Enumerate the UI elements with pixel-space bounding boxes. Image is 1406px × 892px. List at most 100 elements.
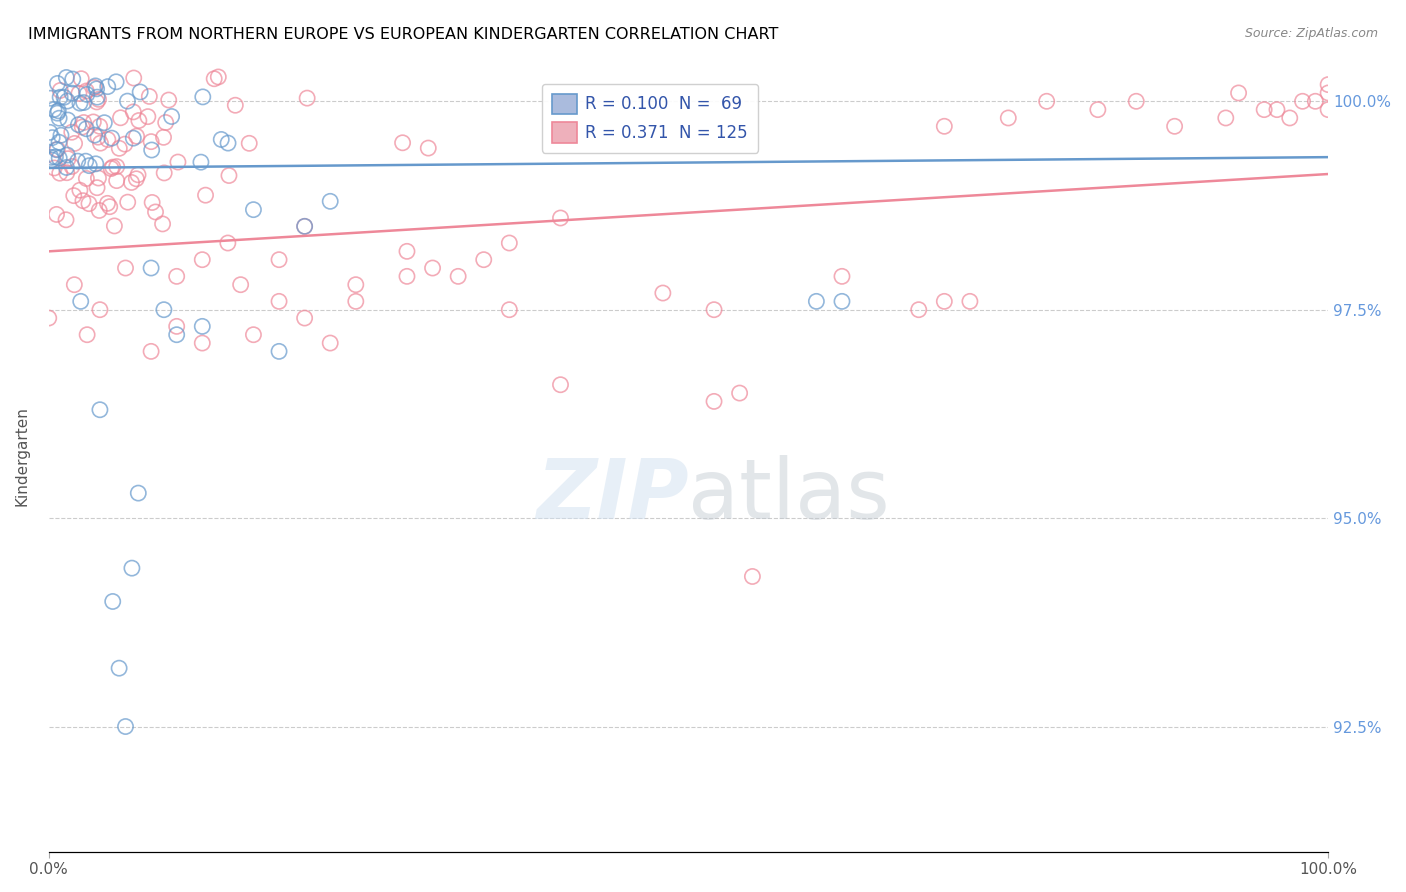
Point [48, 166, 70, 180]
Point [75, 154, 97, 169]
Point [49, 83, 72, 97]
Point [97, 79, 120, 94]
Point [166, 327, 188, 342]
Point [166, 319, 188, 334]
Point [39, 150, 62, 164]
Point [139, 260, 162, 275]
Point [75, 121, 97, 136]
Point [136, 110, 159, 124]
Point [422, 260, 444, 275]
Point [125, 171, 148, 186]
Point [238, 136, 260, 151]
Point [153, 166, 176, 180]
Point [49, 128, 72, 143]
Point [1317, 78, 1340, 92]
Point [69, 96, 91, 111]
Point [63, 136, 86, 151]
Point [1227, 86, 1250, 100]
Point [191, 252, 214, 267]
Point [105, 173, 128, 187]
Point [959, 294, 981, 309]
Point [1278, 111, 1301, 125]
Point [98, 200, 121, 214]
Point [87, 92, 110, 106]
Point [1087, 103, 1109, 117]
Point [56, 113, 79, 128]
Point [38, 311, 60, 326]
Point [101, 160, 124, 174]
Point [1125, 95, 1147, 109]
Point [56, 166, 79, 180]
Point [67, 87, 90, 101]
Point [166, 269, 188, 284]
Point [141, 195, 163, 210]
Point [48, 135, 70, 149]
Point [75, 171, 97, 186]
Point [46, 142, 69, 156]
Point [60, 160, 83, 174]
Point [96, 196, 118, 211]
Point [294, 311, 316, 326]
Legend: R = 0.100  N =  69, R = 0.371  N = 125: R = 0.100 N = 69, R = 0.371 N = 125 [543, 84, 758, 153]
Point [46, 103, 69, 118]
Point [38, 125, 60, 139]
Point [267, 294, 290, 309]
Point [209, 132, 232, 146]
Point [55, 70, 77, 85]
Point [77, 159, 100, 173]
Point [160, 110, 183, 124]
Point [229, 277, 252, 292]
Point [70, 71, 93, 86]
Point [86, 180, 108, 194]
Point [108, 141, 131, 155]
Point [498, 302, 520, 317]
Y-axis label: Kindergarten: Kindergarten [15, 406, 30, 506]
Point [110, 111, 132, 125]
Point [87, 130, 110, 145]
Text: atlas: atlas [689, 455, 890, 536]
Point [155, 115, 177, 129]
Point [129, 85, 152, 99]
Point [86, 90, 108, 104]
Point [391, 136, 413, 150]
Point [84, 157, 107, 171]
Point [1265, 103, 1288, 117]
Point [1305, 95, 1327, 109]
Point [75, 84, 97, 98]
Point [191, 319, 214, 334]
Point [806, 294, 828, 309]
Point [62, 72, 84, 87]
Point [418, 141, 440, 155]
Point [55, 161, 77, 175]
Point [125, 129, 148, 144]
Point [217, 235, 239, 250]
Point [907, 302, 929, 317]
Point [69, 183, 91, 197]
Point [1317, 103, 1340, 117]
Point [127, 486, 149, 500]
Point [1035, 95, 1057, 109]
Point [86, 82, 108, 96]
Point [41, 153, 63, 167]
Text: ZIP: ZIP [536, 455, 689, 536]
Point [45, 143, 67, 157]
Point [728, 386, 751, 401]
Point [122, 131, 145, 145]
Text: IMMIGRANTS FROM NORTHERN EUROPE VS EUROPEAN KINDERGARTEN CORRELATION CHART: IMMIGRANTS FROM NORTHERN EUROPE VS EUROP… [28, 27, 779, 42]
Point [138, 89, 160, 103]
Point [66, 154, 89, 169]
Point [141, 143, 163, 157]
Point [319, 336, 342, 351]
Point [42, 103, 65, 117]
Point [344, 277, 367, 292]
Point [127, 168, 149, 182]
Point [267, 252, 290, 267]
Point [191, 336, 214, 351]
Point [190, 155, 212, 169]
Point [498, 235, 520, 250]
Point [114, 719, 136, 733]
Point [294, 219, 316, 234]
Point [997, 111, 1019, 125]
Point [56, 152, 79, 166]
Point [1291, 95, 1313, 109]
